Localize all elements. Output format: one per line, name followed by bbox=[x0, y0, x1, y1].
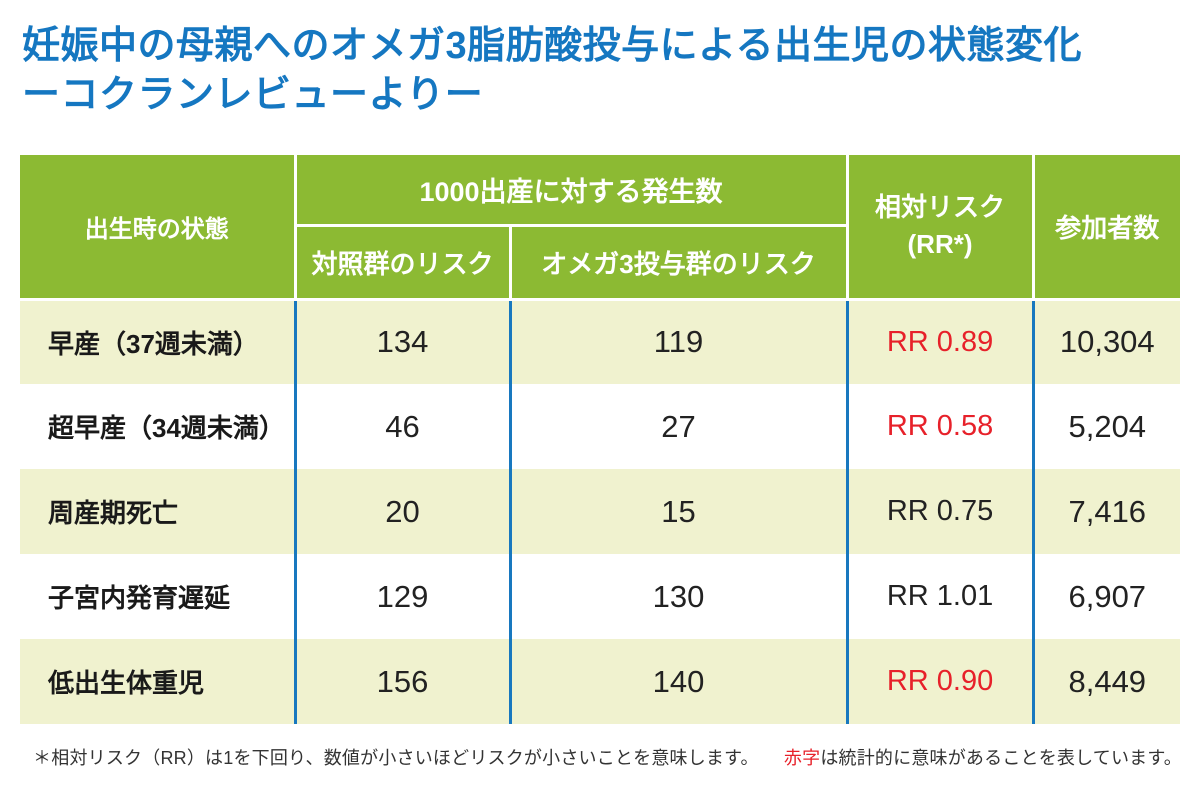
footnote-red-note-rest: は統計的に意味があることを表しています。 bbox=[820, 748, 1182, 768]
control-risk-cell: 129 bbox=[293, 554, 510, 639]
relative-risk-cell: RR 0.75 bbox=[845, 469, 1034, 554]
control-risk-cell: 20 bbox=[293, 469, 510, 554]
condition-cell: 早産（37週未満） bbox=[20, 299, 295, 384]
table-row-preterm: 早産（37週未満） 134 119 RR 0.89 10,304 bbox=[20, 299, 1181, 384]
table-row-iugr: 子宮内発育遅延 129 130 RR 1.01 6,907 bbox=[20, 554, 1181, 639]
control-risk-cell: 134 bbox=[293, 299, 510, 384]
header-row-sub: 対照群のリスク オメガ3投与群のリスク bbox=[20, 223, 1180, 301]
participants-cell: 10,304 bbox=[1031, 299, 1181, 384]
footnote-rr-explanation: ＊相対リスク（RR）は1を下回り、数値が小さいほどリスクが小さいことを意味します… bbox=[33, 748, 759, 768]
condition-cell: 低出生体重児 bbox=[20, 639, 295, 724]
omega3-risk-cell: 119 bbox=[508, 299, 848, 384]
col-header-participants: 参加者数 bbox=[1031, 155, 1181, 301]
page-title-line2: ーコクランレビューよりー bbox=[22, 73, 484, 116]
col-header-control-risk: 対照群のリスク bbox=[295, 223, 512, 301]
col-header-condition: 出生時の状態 bbox=[20, 155, 297, 301]
relative-risk-header-line1: 相対リスク bbox=[875, 191, 1006, 222]
page-title-line1: 妊娠中の母親へのオメガ3脂肪酸投与による出生児の状態変化 bbox=[22, 25, 1082, 67]
relative-risk-cell: RR 0.58 bbox=[845, 384, 1034, 469]
omega3-risk-cell: 27 bbox=[508, 384, 848, 469]
participants-cell: 8,449 bbox=[1031, 639, 1181, 724]
control-risk-cell: 156 bbox=[293, 639, 510, 724]
page-title: 妊娠中の母親へのオメガ3脂肪酸投与による出生児の状態変化 ーコクランレビューより… bbox=[22, 22, 1082, 119]
table-row-very-preterm: 超早産（34週未満） 46 27 RR 0.58 5,204 bbox=[20, 384, 1181, 469]
table-row-perinatal-death: 周産期死亡 20 15 RR 0.75 7,416 bbox=[20, 469, 1181, 554]
footnote-red-word: 赤字 bbox=[783, 748, 821, 768]
relative-risk-header-line2: (RR*) bbox=[907, 229, 973, 260]
omega3-risk-cell: 15 bbox=[508, 469, 848, 554]
outcomes-table-container: 出生時の状態 1000出産に対する発生数 相対リスク (RR*) 参加者数 対照… bbox=[20, 155, 1181, 724]
relative-risk-cell: RR 0.90 bbox=[845, 639, 1034, 724]
condition-cell: 周産期死亡 bbox=[20, 469, 295, 554]
participants-cell: 7,416 bbox=[1031, 469, 1181, 554]
col-header-incidence-group: 1000出産に対する発生数 bbox=[293, 155, 849, 227]
relative-risk-cell: RR 0.89 bbox=[845, 299, 1034, 384]
condition-cell: 子宮内発育遅延 bbox=[20, 554, 295, 639]
participants-cell: 6,907 bbox=[1031, 554, 1181, 639]
condition-cell: 超早産（34週未満） bbox=[20, 384, 295, 469]
omega3-risk-cell: 140 bbox=[508, 639, 848, 724]
participants-cell: 5,204 bbox=[1031, 384, 1181, 469]
col-header-relative-risk: 相対リスク (RR*) bbox=[845, 155, 1035, 301]
footnote-red-note: 赤字は統計的に意味があることを表しています。 bbox=[784, 748, 1182, 768]
relative-risk-cell: RR 1.01 bbox=[845, 554, 1034, 639]
outcomes-table: 出生時の状態 1000出産に対する発生数 相対リスク (RR*) 参加者数 対照… bbox=[20, 155, 1181, 724]
omega3-risk-cell: 130 bbox=[508, 554, 848, 639]
footnote: ＊相対リスク（RR）は1を下回り、数値が小さいほどリスクが小さいことを意味します… bbox=[20, 744, 1182, 770]
col-header-omega3-risk: オメガ3投与群のリスク bbox=[508, 223, 848, 301]
table-row-low-birth-weight: 低出生体重児 156 140 RR 0.90 8,449 bbox=[20, 639, 1181, 724]
control-risk-cell: 46 bbox=[293, 384, 510, 469]
header-row-top: 出生時の状態 1000出産に対する発生数 相対リスク (RR*) 参加者数 bbox=[20, 155, 1181, 301]
